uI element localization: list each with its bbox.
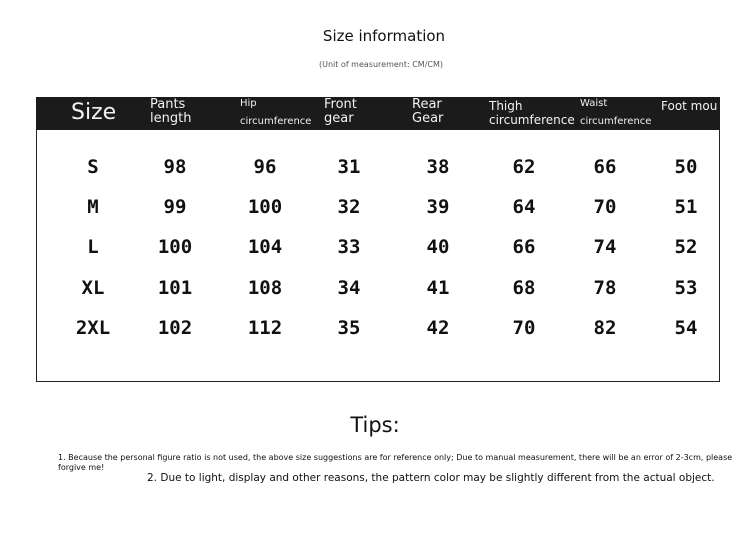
- table-cell: 50: [674, 156, 698, 178]
- header-line: gear: [324, 111, 354, 126]
- table-cell: 66: [593, 156, 617, 178]
- table-cell: 100: [247, 196, 283, 218]
- table-cell: 34: [337, 277, 361, 299]
- table-cell: 100: [157, 236, 193, 258]
- header-line: circumference: [580, 116, 652, 127]
- header-line: Hip: [240, 98, 257, 109]
- header-line: Pants: [150, 97, 186, 112]
- table-cell: 82: [593, 317, 617, 339]
- header-line: Waist: [580, 98, 608, 109]
- header-front-gear: Front gear: [324, 98, 357, 126]
- table-cell: 112: [247, 317, 283, 339]
- tip-note-1: 1. Because the personal figure ratio is …: [58, 453, 733, 472]
- table-cell: 98: [163, 156, 187, 178]
- table-cell: 38: [426, 156, 450, 178]
- header-foot-mouth: Foot mou: [661, 99, 718, 113]
- table-cell: 33: [337, 236, 361, 258]
- table-cell: 74: [593, 236, 617, 258]
- table-cell: 52: [674, 236, 698, 258]
- table-cell: 32: [337, 196, 361, 218]
- header-pants-length: Pants length: [150, 98, 191, 126]
- table-cell: 41: [426, 277, 450, 299]
- table-cell: 31: [337, 156, 361, 178]
- header-size: Size: [71, 100, 117, 125]
- table-cell: XL: [81, 277, 105, 299]
- header-line: Front: [324, 97, 357, 112]
- table-cell: L: [87, 236, 99, 258]
- table-cell: 62: [512, 156, 536, 178]
- header-rear-gear: Rear Gear: [412, 98, 443, 126]
- table-cell: M: [87, 196, 99, 218]
- table-cell: 108: [247, 277, 283, 299]
- table-cell: 51: [674, 196, 698, 218]
- table-cell: 42: [426, 317, 450, 339]
- unit-note: (Unit of measurement: CM/CM): [318, 60, 444, 69]
- page-title: Size information: [322, 27, 446, 45]
- table-cell: 39: [426, 196, 450, 218]
- table-cell: 99: [163, 196, 187, 218]
- table-cell: 96: [253, 156, 277, 178]
- table-cell: 70: [512, 317, 536, 339]
- table-cell: 101: [157, 277, 193, 299]
- table-header: Size Pants length Hip circumference Front g…: [36, 97, 720, 130]
- tip-note-2: 2. Due to light, display and other reaso…: [147, 472, 715, 484]
- table-cell: 70: [593, 196, 617, 218]
- header-line: circumference: [489, 113, 575, 127]
- table-cell: S: [87, 156, 99, 178]
- tips-title: Tips:: [350, 413, 400, 437]
- header-line: Rear: [412, 97, 442, 112]
- table-cell: 78: [593, 277, 617, 299]
- table-cell: 68: [512, 277, 536, 299]
- header-hip: Hip circumference: [240, 98, 311, 128]
- table-cell: 104: [247, 236, 283, 258]
- header-line: length: [150, 111, 192, 126]
- table-cell: 53: [674, 277, 698, 299]
- header-line: Gear: [412, 111, 444, 126]
- table-cell: 54: [674, 317, 698, 339]
- table-cell: 64: [512, 196, 536, 218]
- table-cell: 102: [157, 317, 193, 339]
- table-cell: 35: [337, 317, 361, 339]
- table-cell: 2XL: [75, 317, 111, 339]
- table-cell: 66: [512, 236, 536, 258]
- header-line: circumference: [240, 116, 312, 127]
- header-thigh: Thigh circumference: [489, 99, 575, 127]
- header-waist: Waist circumference: [580, 98, 651, 128]
- header-line: Thigh: [489, 99, 523, 113]
- table-cell: 40: [426, 236, 450, 258]
